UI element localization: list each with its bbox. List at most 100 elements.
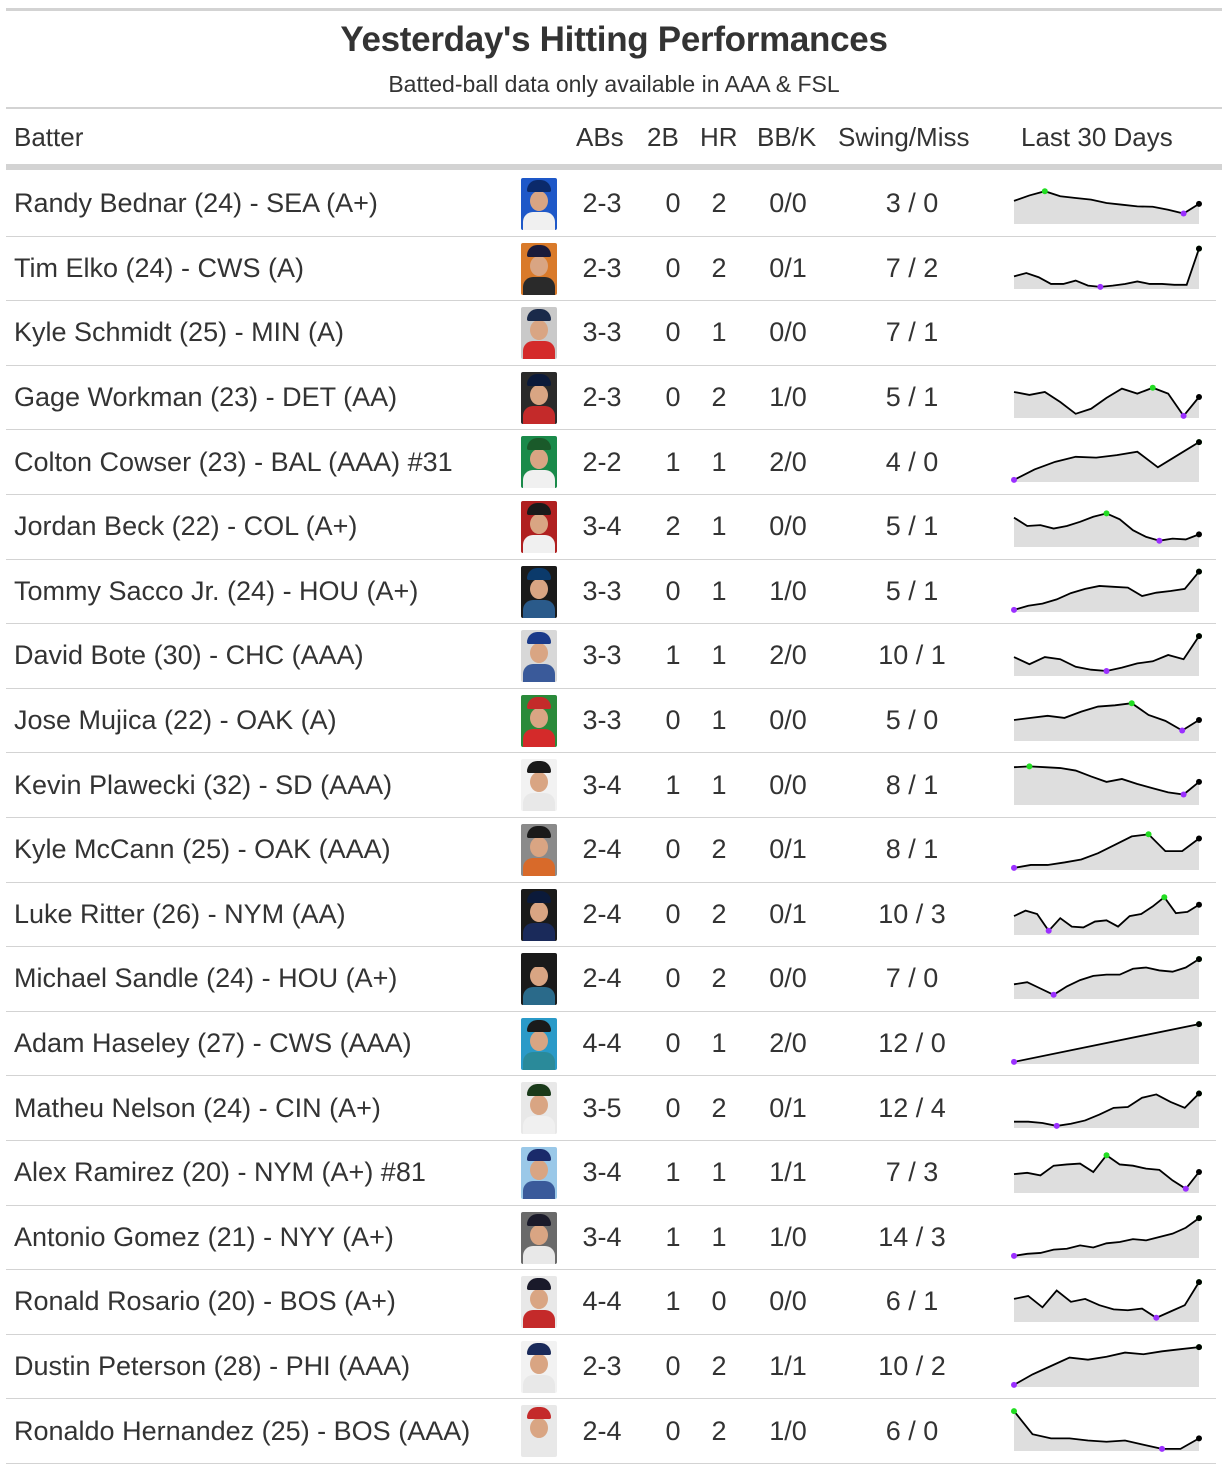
table-row: Kyle Schmidt (25) - MIN (A) 3-3 0 1 0/0 7 / 1 [6,301,1216,366]
swing-miss-cell: 5 / 1 [885,382,939,413]
at-bats-cell: 2-3 [582,188,622,219]
swing-miss-cell: 7 / 2 [885,252,939,283]
at-bats-cell: 3-4 [582,1221,622,1252]
walks-strikeouts-cell: 1/0 [769,382,807,413]
sparkline-chart [1011,1343,1202,1388]
doubles-cell: 2 [665,511,681,542]
home-runs-cell: 2 [711,188,727,219]
batter-name: Tommy Sacco Jr. (24) - HOU (A+) [14,575,419,606]
home-runs-cell: 2 [711,898,727,929]
player-headshot [521,1211,557,1264]
sparkline-low-point [1011,1381,1017,1388]
walks-strikeouts-cell: 2/0 [769,446,807,477]
table-row: Gage Workman (23) - DET (AA) 2-3 0 2 1/0 5 / … [6,366,1216,431]
doubles-cell: 0 [665,575,681,606]
sparkline-low-point [1156,537,1163,544]
sparkline-chart [1013,188,1202,224]
table-row: Matheu Nelson (24) - CIN (A+) 3-5 0 2 0/1 12 … [6,1076,1216,1141]
doubles-cell: 0 [665,1028,681,1059]
sparkline-area [1014,766,1199,806]
player-headshot [521,1340,557,1393]
swing-miss-cell: 12 / 4 [878,1092,946,1123]
swing-miss-cell: 14 / 3 [878,1221,946,1252]
batter-name: Matheu Nelson (24) - CIN (A+) [14,1092,381,1123]
batter-name: Ronaldo Hernandez (25) - BOS (AAA) [14,1415,471,1446]
sparkline-chart [1013,956,1202,1000]
at-bats-cell: 4-4 [582,1028,622,1059]
sparkline-line [1014,1093,1200,1128]
sparkline-chart [1011,1408,1202,1453]
sparkline-last-point [1196,568,1202,575]
batter-name: Jose Mujica (22) - OAK (A) [14,705,337,736]
table-row: Kyle McCann (25) - OAK (AAA) 2-4 0 2 0/1 8 / … [6,818,1216,883]
sparkline-last-point [1196,1343,1202,1350]
player-headshot [521,1276,557,1329]
walks-strikeouts-cell: 0/0 [769,1286,807,1317]
batter-name: Colton Cowser (23) - BAL (AAA) #31 [14,446,453,477]
batter-name: Kevin Plawecki (32) - SD (AAA) [14,769,393,800]
player-headshot [521,371,557,424]
at-bats-cell: 3-4 [582,769,622,800]
sparkline-last-point [1196,531,1202,538]
table-row: Ronald Rosario (20) - BOS (A+) 4-4 1 0 0/0 6 … [6,1270,1216,1335]
player-headshot [521,1082,557,1135]
player-headshot [521,953,557,1006]
batter-name: Ronald Rosario (20) - BOS (A+) [14,1286,396,1317]
sparkline-low-point [1179,727,1186,734]
walks-strikeouts-cell: 1/1 [769,1351,807,1382]
swing-miss-cell: 5 / 0 [885,705,939,736]
sparkline-line [1013,1346,1200,1386]
batter-name: Adam Haseley (27) - CWS (AAA) [14,1028,412,1059]
sparkline-area [1014,1411,1199,1452]
sparkline-low-point [1180,210,1187,217]
sparkline-line [1013,441,1200,482]
home-runs-cell: 1 [711,1028,727,1059]
walks-strikeouts-cell: 0/0 [769,188,807,219]
at-bats-cell: 3-4 [582,1157,622,1188]
sparkline-low-point [1011,1058,1017,1065]
home-runs-cell: 1 [711,446,727,477]
sparkline-high-point [1011,1408,1017,1415]
sparkline-low-point [1182,1185,1189,1192]
home-runs-cell: 1 [711,575,727,606]
batter-name: Luke Ritter (26) - NYM (AA) [14,898,346,929]
swing-miss-cell: 7 / 1 [885,317,939,348]
swing-miss-cell: 5 / 1 [885,511,939,542]
column-header-2b: 2B [647,122,679,152]
sparkline-area [1014,513,1199,547]
doubles-cell: 0 [665,963,681,994]
table-row: Jordan Beck (22) - COL (A+) 3-4 2 1 0/0 5 / 1 [6,495,1216,560]
sparkline-area [1014,636,1199,677]
sparkline-chart [1014,1090,1202,1130]
doubles-cell: 0 [665,705,681,736]
table-row: David Bote (30) - CHC (AAA) 3-3 1 1 2/0 10 / … [6,624,1216,689]
swing-miss-cell: 8 / 1 [885,769,939,800]
doubles-cell: 0 [665,834,681,865]
sparkline-high-point [1145,831,1152,838]
batter-name: Antonio Gomez (21) - NYY (A+) [14,1221,394,1252]
sparkline-chart [1013,245,1202,290]
doubles-cell: 0 [665,382,681,413]
swing-miss-cell: 10 / 1 [878,640,946,671]
sparkline-line [1013,1023,1200,1063]
player-headshot [521,694,557,747]
sparkline-line [1013,1410,1200,1451]
doubles-cell: 1 [665,1157,681,1188]
walks-strikeouts-cell: 0/0 [769,511,807,542]
sparkline-area [1014,1093,1199,1129]
home-runs-cell: 1 [711,317,727,348]
sparkline-low-point [1153,1314,1160,1321]
sparkline-line [1013,570,1200,611]
sparkline-area [1014,1155,1199,1193]
walks-strikeouts-cell: 1/1 [769,1157,807,1188]
sparkline-last-point [1196,716,1202,723]
doubles-cell: 0 [665,1415,681,1446]
swing-miss-cell: 6 / 0 [885,1415,939,1446]
sparkline-high-point [1103,1152,1110,1159]
player-headshot [521,307,557,360]
doubles-cell: 0 [665,1092,681,1123]
batter-name: Dustin Peterson (28) - PHI (AAA) [14,1351,411,1382]
column-header-abs: ABs [576,122,624,152]
table-row: Adam Haseley (27) - CWS (AAA) 4-4 0 1 2/0 12 … [6,1012,1216,1077]
doubles-cell: 0 [665,252,681,283]
